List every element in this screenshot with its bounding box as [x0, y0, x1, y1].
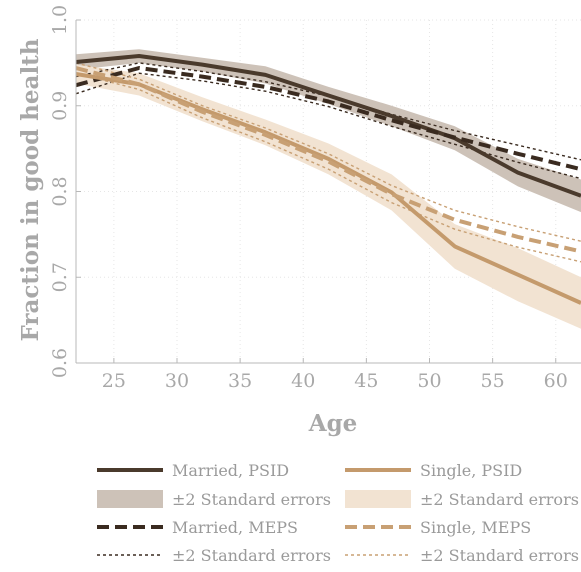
y-tick-label: 1.0: [49, 5, 71, 35]
bound-line-upper: [75, 62, 581, 161]
x-axis-title: Age: [308, 410, 358, 437]
confidence-band: [76, 49, 581, 213]
legend-item: Married, MEPS: [97, 518, 298, 537]
bound-lines: [75, 62, 581, 263]
bound-line-upper: [75, 62, 581, 242]
legend-label: Single, PSID: [420, 461, 522, 480]
x-tick-label: 25: [102, 370, 126, 392]
y-tick-label: 0.9: [49, 91, 71, 121]
legend-label: ±2 Standard errors: [420, 490, 579, 509]
series-line: [75, 66, 581, 172]
x-tick-label: 55: [481, 370, 505, 392]
x-tick-label: 35: [228, 370, 252, 392]
legend-item: Single, PSID: [345, 461, 522, 480]
legend: Married, PSID ±2 Standard errors Married, …: [97, 461, 579, 565]
legend-label: Married, MEPS: [172, 518, 298, 537]
x-tick-label: 30: [165, 370, 189, 392]
y-tick-label: 0.7: [49, 262, 71, 292]
series-line: [75, 54, 581, 198]
x-tick-label: 50: [417, 370, 441, 392]
x-tick-label: 60: [544, 370, 568, 392]
bound-line-lower: [75, 72, 581, 263]
legend-swatch: [97, 490, 163, 508]
legend-label: Single, MEPS: [420, 518, 531, 537]
series-line: [75, 66, 581, 254]
legend-item: ±2 Standard errors: [97, 490, 331, 509]
confidence-band: [76, 64, 581, 329]
confidence-bands: [76, 49, 581, 329]
y-tick-label: 0.6: [49, 348, 71, 378]
y-axis-title: Fraction in good health: [17, 38, 44, 341]
legend-item: Married, PSID: [97, 461, 289, 480]
legend-label: ±2 Standard errors: [172, 490, 331, 509]
legend-label: ±2 Standard errors: [172, 546, 331, 565]
legend-item: Single, MEPS: [345, 518, 531, 537]
legend-item: ±2 Standard errors: [345, 546, 579, 565]
x-tick-label: 45: [354, 370, 378, 392]
legend-item: ±2 Standard errors: [345, 490, 579, 509]
legend-label: ±2 Standard errors: [420, 546, 579, 565]
series-lines: [75, 54, 581, 305]
axes: [75, 19, 581, 364]
legend-item: ±2 Standard errors: [97, 546, 331, 565]
x-tick-label: 40: [291, 370, 315, 392]
bound-line-lower: [75, 72, 581, 180]
tick-labels: 25 30 35 40 45 50 55 60 0.6 0.7 0.8 0.9 1.0: [49, 5, 568, 392]
y-tick-label: 0.8: [49, 176, 71, 206]
legend-swatch: [345, 490, 411, 508]
series-line: [75, 72, 581, 305]
legend-label: Married, PSID: [172, 461, 289, 480]
